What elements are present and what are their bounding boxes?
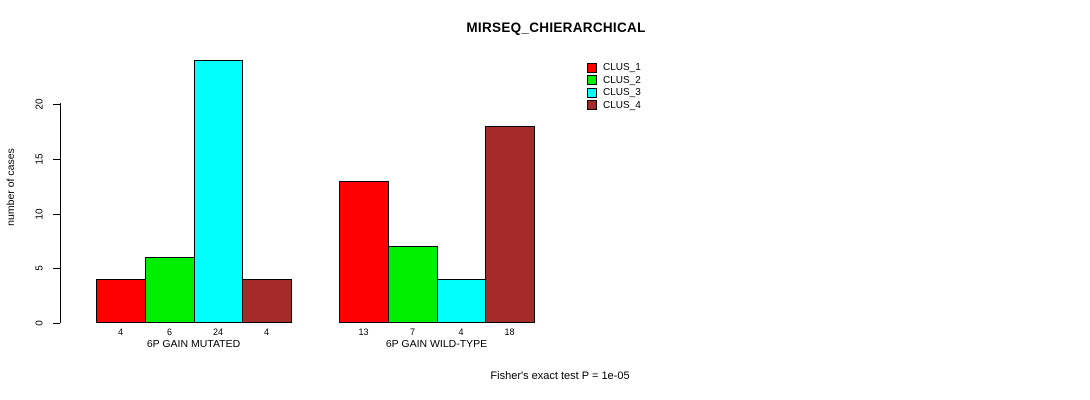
bar-clus-3 [437,279,486,323]
legend-color-swatch [587,62,597,73]
category-label: 6P GAIN MUTATED [146,338,241,350]
bar-clus-1 [339,181,389,323]
y-tick-label: 5 [34,265,46,271]
bar-value-label: 6 [166,327,173,337]
bar-clus-1 [96,279,146,323]
bar-clus-4 [485,126,535,323]
bar-clus-4 [242,279,292,323]
y-axis-label: number of cases [5,148,17,226]
legend-item: CLUS_3 [587,87,641,98]
y-tick-mark [53,214,60,215]
bar-value-label: 18 [504,327,515,337]
y-tick-label: 20 [34,98,46,110]
legend-label: CLUS_1 [603,62,641,73]
category-label: 6P GAIN WILD-TYPE [385,338,488,350]
legend-label: CLUS_4 [603,99,641,111]
legend-color-swatch [587,100,597,110]
y-tick-mark [53,104,60,105]
bar-value-label: 4 [458,327,464,337]
y-axis-line [60,103,61,323]
y-tick-label: 15 [34,153,46,165]
y-tick-label: 0 [34,320,46,326]
legend-item: CLUS_2 [587,75,641,86]
chart-title: MIRSEQ_CHIERARCHICAL [466,20,646,35]
bar-value-label: 4 [263,327,270,337]
legend-color-swatch [587,75,597,85]
bar-value-label: 24 [212,327,224,337]
legend-label: CLUS_3 [603,87,641,98]
bar-clus-2 [388,246,438,323]
bar-value-label: 4 [117,327,124,337]
y-tick-mark [53,268,60,269]
legend-item: CLUS_1 [587,62,641,73]
bar-clus-2 [145,257,195,323]
y-tick-label: 10 [34,208,46,220]
bar-value-label: 7 [409,327,416,337]
legend-label: CLUS_2 [603,74,641,86]
legend-color-swatch [587,87,597,98]
bar-clus-3 [194,60,243,323]
legend-item: CLUS_4 [587,100,641,111]
y-tick-mark [53,159,60,160]
annotation-text: Fisher's exact test P = 1e-05 [490,370,630,382]
bar-value-label: 13 [358,327,369,337]
y-tick-mark [53,323,60,324]
